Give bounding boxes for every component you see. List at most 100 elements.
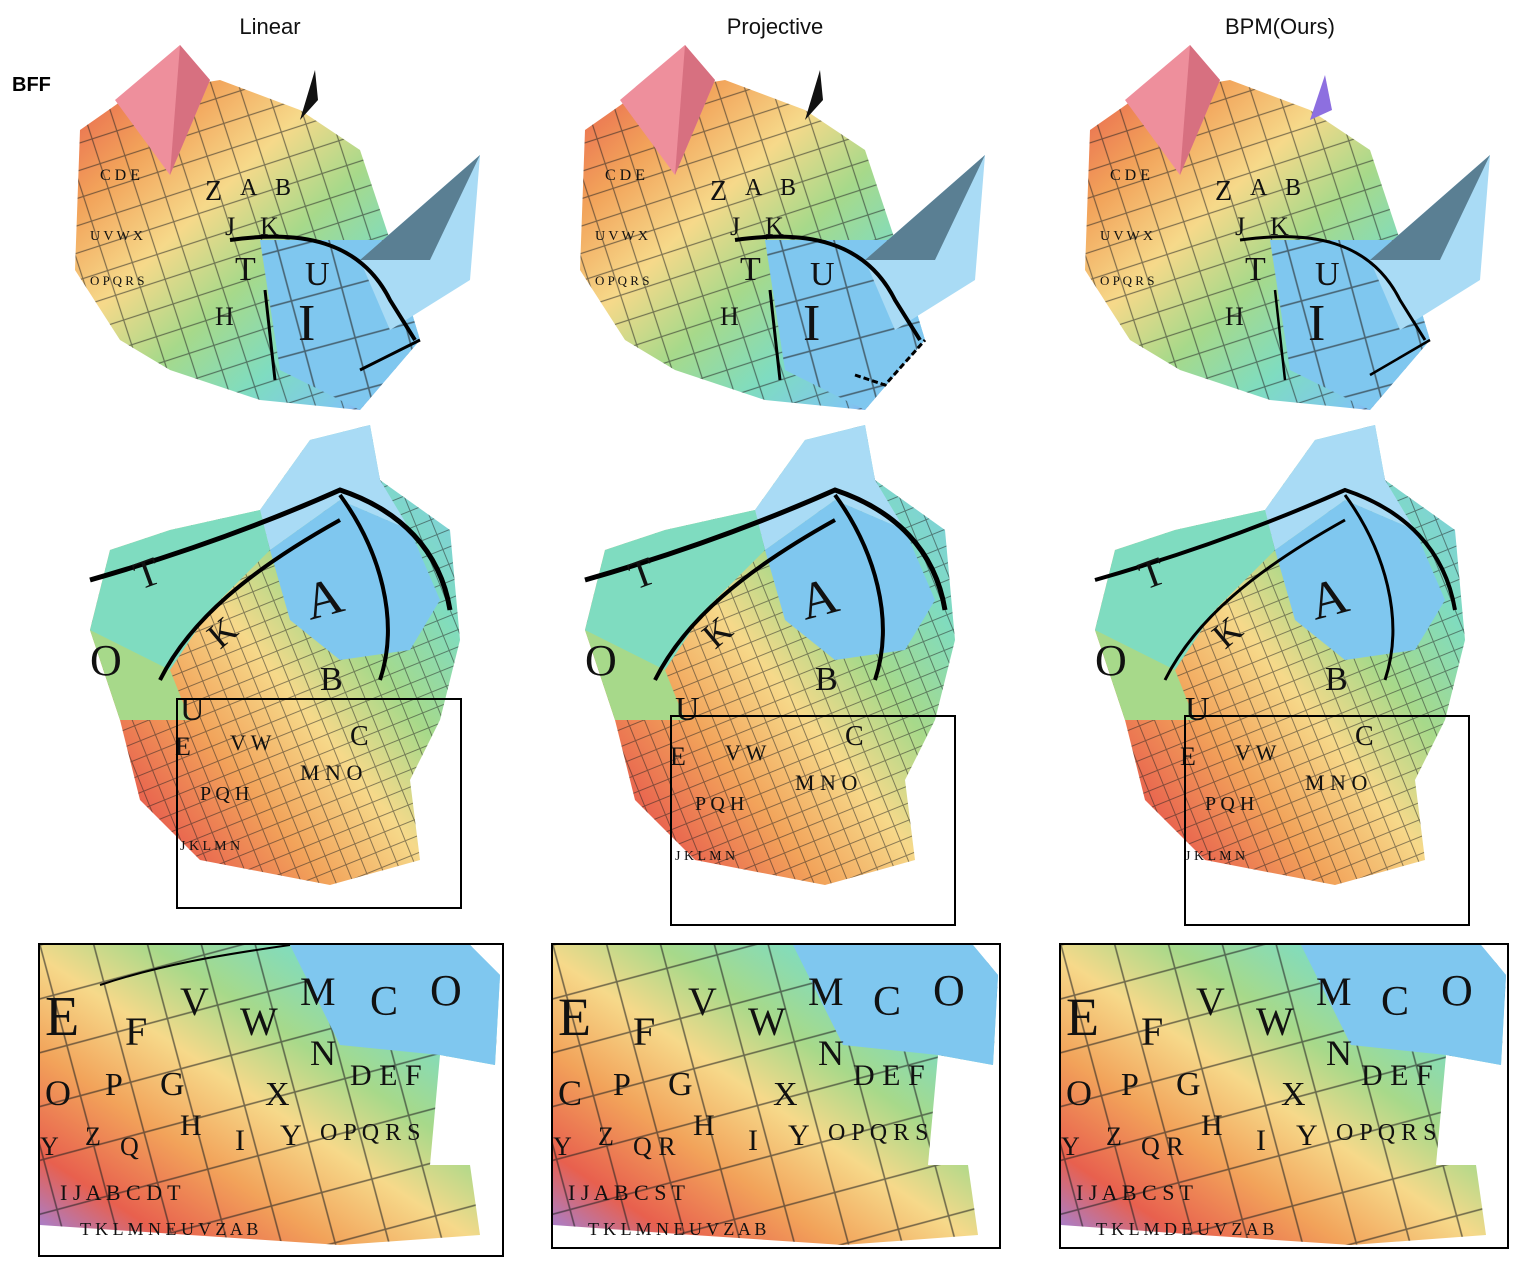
svg-text:G: G xyxy=(160,1066,185,1103)
svg-text:M N O: M N O xyxy=(300,760,362,785)
svg-text:N: N xyxy=(1326,1033,1352,1073)
svg-text:J: J xyxy=(730,212,740,241)
svg-text:J K L M N: J K L M N xyxy=(675,849,735,864)
svg-text:N: N xyxy=(818,1033,844,1073)
svg-text:P Q H: P Q H xyxy=(200,783,249,805)
svg-text:G: G xyxy=(1176,1066,1201,1103)
svg-text:V W: V W xyxy=(1235,740,1277,765)
svg-text:Y: Y xyxy=(280,1119,302,1152)
zoom-bpm-figure: E F V W M C O O P G N D E F X Y Z Q R H … xyxy=(1061,945,1506,1245)
rhino-linear-figure: T U I H Z A B J K C D E U V W X O P Q R … xyxy=(75,45,480,410)
svg-text:P Q H: P Q H xyxy=(695,793,744,815)
svg-text:O P Q R S: O P Q R S xyxy=(320,1120,420,1146)
zoom-linear-figure: E F V W M C O O P G N D E F X Y Z Q H I … xyxy=(40,945,500,1245)
svg-text:W: W xyxy=(1256,999,1294,1044)
svg-text:O: O xyxy=(933,966,965,1015)
svg-text:V W: V W xyxy=(725,740,767,765)
svg-text:T K L M D E U V Z A B: T K L M D E U V Z A B xyxy=(1096,1219,1274,1239)
bust-bpm: T O A K B U C E V W P Q H M N O J K L M … xyxy=(1085,420,1485,900)
svg-text:B: B xyxy=(275,175,291,201)
svg-text:U V W X: U V W X xyxy=(90,229,143,244)
svg-text:D E F: D E F xyxy=(853,1059,925,1092)
svg-text:F: F xyxy=(633,1009,655,1054)
svg-text:K: K xyxy=(765,212,784,241)
svg-text:C D E: C D E xyxy=(605,167,645,184)
svg-text:I J A B C S T: I J A B C S T xyxy=(568,1180,686,1205)
svg-text:V W: V W xyxy=(230,730,272,755)
svg-text:Z: Z xyxy=(598,1122,614,1151)
svg-text:Z: Z xyxy=(1106,1122,1122,1151)
bust-linear: T O A K B U C E V W P Q H M N O J K L M … xyxy=(80,420,480,900)
svg-text:W: W xyxy=(240,999,278,1044)
svg-text:M: M xyxy=(808,969,844,1014)
svg-text:F: F xyxy=(125,1009,147,1054)
svg-text:I J A B C S T: I J A B C S T xyxy=(1076,1180,1194,1205)
bust-projective: T O A K B U C E V W P Q H M N O J K L M … xyxy=(575,420,975,900)
zoom-panel-projective: E F V W M C O C P G N D E F X Y Z Q R H … xyxy=(551,943,1001,1249)
rhino-projective-figure: T U I H Z A B J K C D E U V W X O P Q R … xyxy=(580,45,985,410)
svg-text:B: B xyxy=(1285,175,1301,201)
svg-text:Q: Q xyxy=(120,1132,139,1161)
svg-text:D E F: D E F xyxy=(350,1059,422,1092)
svg-text:U V W X: U V W X xyxy=(595,229,648,244)
svg-text:M: M xyxy=(300,969,336,1014)
svg-text:U: U xyxy=(1185,691,1210,728)
column-title-linear: Linear xyxy=(239,14,301,39)
svg-text:X: X xyxy=(1281,1076,1306,1113)
svg-text:V: V xyxy=(688,979,717,1024)
svg-text:C: C xyxy=(1355,721,1374,752)
svg-text:I: I xyxy=(235,1124,245,1157)
svg-text:Y: Y xyxy=(1296,1119,1318,1152)
svg-text:E: E xyxy=(1066,987,1099,1047)
svg-text:C D E: C D E xyxy=(100,167,140,184)
bust-projective-figure: T O A K B U C E V W P Q H M N O J K L M … xyxy=(584,425,955,885)
svg-text:I J A B C D T: I J A B C D T xyxy=(60,1180,181,1205)
svg-text:M: M xyxy=(1316,969,1352,1014)
svg-text:F: F xyxy=(1141,1009,1163,1054)
svg-text:E: E xyxy=(1180,742,1196,771)
svg-text:E: E xyxy=(670,742,686,771)
svg-text:J K L M N: J K L M N xyxy=(1185,849,1245,864)
svg-text:Y: Y xyxy=(788,1119,810,1152)
bust-linear-figure: T O A K B U C E V W P Q H M N O J K L M … xyxy=(89,425,460,885)
svg-text:X: X xyxy=(773,1076,798,1113)
svg-text:C: C xyxy=(558,1073,582,1113)
svg-text:C: C xyxy=(873,979,901,1025)
zoom-frame-bpm xyxy=(1184,715,1470,926)
zoom-panel-linear: E F V W M C O O P G N D E F X Y Z Q H I … xyxy=(38,943,504,1257)
zoom-panel-bpm: E F V W M C O O P G N D E F X Y Z Q R H … xyxy=(1059,943,1509,1249)
rhino-bpm: T U I H Z A B J K C D E U V W X O P Q R … xyxy=(1070,40,1510,420)
svg-text:T: T xyxy=(235,251,256,288)
svg-text:O P Q R S: O P Q R S xyxy=(595,273,649,288)
svg-text:J K L M N: J K L M N xyxy=(180,839,240,854)
svg-text:O: O xyxy=(1066,1073,1092,1113)
zoom-frame-linear xyxy=(176,698,462,909)
svg-text:Q R: Q R xyxy=(633,1132,676,1161)
svg-text:H: H xyxy=(1225,302,1244,331)
svg-text:O P Q R S: O P Q R S xyxy=(1336,1120,1436,1146)
svg-text:T: T xyxy=(1245,251,1266,288)
svg-text:C D E: C D E xyxy=(1110,167,1150,184)
svg-text:M N O: M N O xyxy=(795,770,857,795)
svg-text:Y: Y xyxy=(553,1132,572,1161)
zoom-frame-projective xyxy=(670,715,956,926)
svg-text:X: X xyxy=(265,1076,290,1113)
svg-text:I: I xyxy=(298,295,315,352)
svg-text:P Q H: P Q H xyxy=(1205,793,1254,815)
svg-text:B: B xyxy=(780,175,796,201)
svg-text:K: K xyxy=(260,212,279,241)
svg-text:U: U xyxy=(1315,256,1340,293)
zoom-projective-figure: E F V W M C O C P G N D E F X Y Z Q R H … xyxy=(553,945,998,1245)
svg-text:Q R: Q R xyxy=(1141,1132,1184,1161)
row-label-bff: BFF xyxy=(12,74,51,96)
svg-text:Z: Z xyxy=(205,176,222,207)
svg-text:A: A xyxy=(745,175,763,201)
svg-text:O P Q R S: O P Q R S xyxy=(1100,273,1154,288)
svg-text:C: C xyxy=(1381,979,1409,1025)
svg-text:V: V xyxy=(1196,979,1225,1024)
svg-text:T K L M N E U V Z A B: T K L M N E U V Z A B xyxy=(588,1219,766,1239)
rhino-bpm-figure: T U I H Z A B J K C D E U V W X O P Q R … xyxy=(1085,45,1490,410)
rhino-linear: T U I H Z A B J K C D E U V W X O P Q R … xyxy=(60,40,500,420)
svg-text:H: H xyxy=(720,302,739,331)
svg-text:I: I xyxy=(748,1124,758,1157)
